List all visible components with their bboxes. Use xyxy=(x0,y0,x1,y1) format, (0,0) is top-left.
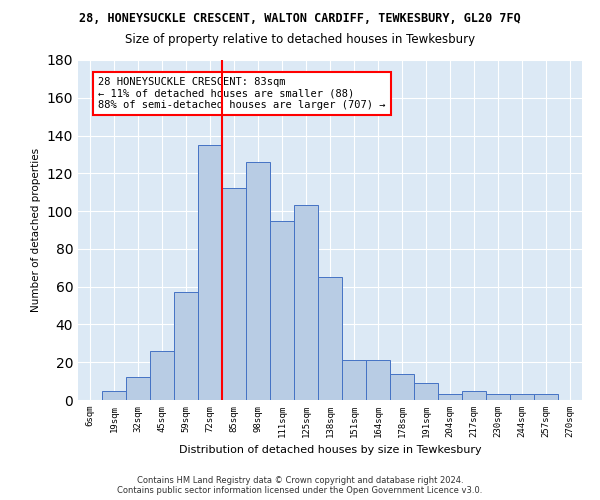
Bar xyxy=(246,162,270,400)
Text: 28 HONEYSUCKLE CRESCENT: 83sqm
← 11% of detached houses are smaller (88)
88% of : 28 HONEYSUCKLE CRESCENT: 83sqm ← 11% of … xyxy=(98,77,386,110)
Bar xyxy=(486,394,510,400)
Bar xyxy=(342,360,366,400)
Text: Contains HM Land Registry data © Crown copyright and database right 2024.
Contai: Contains HM Land Registry data © Crown c… xyxy=(118,476,482,495)
Bar xyxy=(510,394,534,400)
Bar xyxy=(126,378,150,400)
X-axis label: Distribution of detached houses by size in Tewkesbury: Distribution of detached houses by size … xyxy=(179,446,481,456)
Bar xyxy=(270,220,294,400)
Bar xyxy=(102,390,126,400)
Bar xyxy=(150,351,174,400)
Text: Size of property relative to detached houses in Tewkesbury: Size of property relative to detached ho… xyxy=(125,32,475,46)
Bar xyxy=(534,394,558,400)
Bar xyxy=(390,374,414,400)
Bar xyxy=(174,292,198,400)
Bar xyxy=(318,277,342,400)
Text: 28, HONEYSUCKLE CRESCENT, WALTON CARDIFF, TEWKESBURY, GL20 7FQ: 28, HONEYSUCKLE CRESCENT, WALTON CARDIFF… xyxy=(79,12,521,26)
Bar xyxy=(414,383,438,400)
Bar xyxy=(462,390,486,400)
Bar xyxy=(198,145,222,400)
Bar xyxy=(366,360,390,400)
Bar xyxy=(222,188,246,400)
Y-axis label: Number of detached properties: Number of detached properties xyxy=(31,148,41,312)
Bar xyxy=(438,394,462,400)
Bar xyxy=(294,206,318,400)
